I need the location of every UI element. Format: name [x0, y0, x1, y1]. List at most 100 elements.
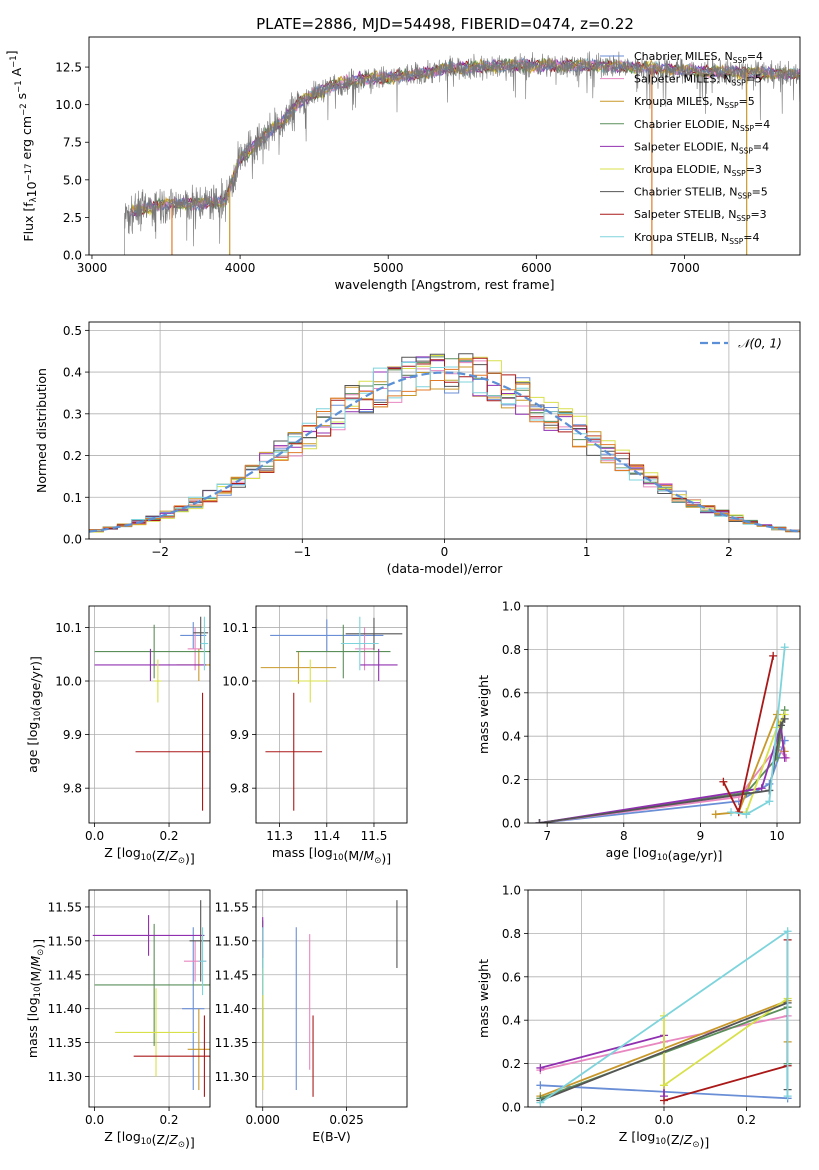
plot-area — [124, 51, 800, 255]
y-tick-label: 0.0 — [63, 533, 82, 547]
y-axis-label: age [log10(age/yr)] — [25, 656, 43, 773]
x-tick-label: −1 — [293, 545, 311, 559]
legend-entry: Chabrier STELIB, NSSP=5 — [634, 186, 768, 201]
x-axis-label: Z [log10(Z/Z⊙)] — [104, 845, 194, 866]
normal-curve — [89, 371, 800, 533]
x-tick-label: 0.025 — [329, 1113, 363, 1127]
y-tick-label: 11.35 — [215, 1036, 249, 1050]
errorbar-point-k_stelib — [340, 616, 379, 671]
x-tick-label: 10 — [769, 829, 784, 843]
axes-frame — [255, 605, 408, 824]
y-tick-label: 11.40 — [215, 1002, 249, 1016]
x-tick-label: 0.2 — [159, 1113, 178, 1127]
plot-area — [260, 616, 403, 811]
y-tick-label: 11.35 — [48, 1036, 82, 1050]
mass-weight-marker — [536, 1063, 545, 1072]
x-tick-label: 6000 — [521, 261, 552, 275]
y-tick-label: 0.8 — [502, 927, 521, 941]
legend-entry: Kroupa ELODIE, NSSP=3 — [634, 163, 762, 178]
mass-weight-line-s_elodie — [539, 725, 786, 823]
errorbar-point-k_elodie — [115, 988, 197, 1077]
y-tick-label: 0.0 — [502, 1101, 521, 1115]
y-tick-label: 7.5 — [63, 136, 82, 150]
x-tick-label: 0.0 — [85, 1113, 104, 1127]
x-tick-label: 7000 — [669, 261, 700, 275]
errorbar-point-c_miles — [182, 927, 205, 1091]
axes-frame — [88, 36, 801, 256]
errorbar-point-c_stelib — [345, 617, 403, 650]
plot-area — [535, 643, 791, 823]
x-tick-label: 11.4 — [313, 829, 340, 843]
y-axis-label: mass weight — [476, 675, 491, 754]
errorbar-point-s_miles — [355, 627, 374, 671]
x-tick-label: 11.3 — [266, 829, 293, 843]
y-tick-label: 0.0 — [63, 249, 82, 263]
mass-weight-marker — [536, 1098, 545, 1107]
y-axis-label: Normed distribution — [34, 368, 49, 493]
y-tick-label: 0.6 — [502, 970, 521, 984]
mass-weight-marker — [660, 1081, 668, 1090]
x-axis-label: age [log10(age/yr)] — [606, 845, 723, 863]
y-tick-label: 0.6 — [502, 686, 521, 700]
panel-age_vs_Z: 0.0 0.2 9.8 9.9 10.0 10.1 Z [log10(Z/Z⊙)] age [… — [25, 605, 211, 866]
panel-mass_vs_ebv: 0.000 0.025 11.30 11.35 11.40 11.45 11.50 11.55… — [215, 889, 408, 1144]
axes-frame — [527, 605, 801, 824]
mass-weight-line-c_miles — [539, 740, 786, 823]
x-tick-label: 4000 — [225, 261, 256, 275]
y-tick-label: 0.0 — [502, 817, 521, 831]
mass-weight-marker — [711, 810, 720, 819]
errorbar-point-c_miles — [270, 619, 384, 652]
y-tick-label: 11.30 — [215, 1070, 249, 1084]
mass-weight-marker — [780, 753, 789, 762]
errorbar-point-k_elodie — [291, 659, 330, 703]
errorbar-point-k_miles — [260, 651, 337, 684]
y-tick-label: 10.1 — [222, 621, 249, 635]
legend-entry: Chabrier ELODIE, NSSP=4 — [634, 118, 770, 133]
mass-weight-marker — [535, 819, 544, 823]
spectrum-data — [124, 51, 800, 255]
y-tick-label: 11.55 — [48, 900, 82, 914]
y-tick-label: 10.1 — [55, 621, 82, 635]
errorbar-point-s_elodie — [359, 648, 398, 682]
y-tick-label: 5.0 — [63, 173, 82, 187]
panel-age_vs_mass: 11.3 11.4 11.5 9.8 9.9 10.0 10.1 mass [log10(M/… — [222, 605, 408, 866]
y-tick-label: 0.5 — [63, 324, 82, 338]
errorbar-point-c_stelib — [189, 900, 210, 982]
plot-area — [262, 900, 398, 1097]
errorbar-point-s_stelib — [133, 1015, 210, 1097]
errorbar-point-s_miles — [187, 627, 203, 671]
errorbar-point-c_elodie — [296, 624, 391, 679]
y-tick-label: 10.0 — [55, 675, 82, 689]
axes-frame — [255, 889, 408, 1108]
plot-area — [92, 900, 210, 1097]
y-tick-label: 0.1 — [63, 491, 82, 505]
x-axis-label: wavelength [Angstrom, rest frame] — [334, 277, 554, 292]
y-tick-label: 0.3 — [63, 407, 82, 421]
legend-entry: Salpeter STELIB, NSSP=3 — [634, 208, 767, 223]
errorbar-point-c_miles — [180, 622, 207, 649]
axes-frame — [527, 889, 801, 1108]
residual-histogram-orange — [89, 358, 800, 539]
legend-entry: Kroupa STELIB, NSSP=4 — [634, 231, 759, 246]
plot-area — [94, 616, 210, 811]
panels: 3000 4000 5000 6000 70000.02.55.07.510.012.5… — [4, 36, 801, 1150]
y-tick-label: 11.55 — [215, 900, 249, 914]
panel-residuals: −2 −1 0 1 2 0.0 0.1 0.2 0.3 0.4 0.5 (data-model)/er… — [34, 321, 801, 576]
y-tick-label: 11.40 — [48, 1002, 82, 1016]
mass-weight-marker — [776, 721, 785, 730]
mass-weight-line-k_stelib — [730, 647, 786, 816]
errorbar-point-k_stelib — [198, 927, 207, 996]
y-tick-label: 10.0 — [55, 98, 82, 112]
errorbar-point-s_elodie — [92, 915, 205, 956]
x-axis-label: Z [log10(Z/Z⊙)] — [619, 1129, 709, 1150]
axes-frame — [88, 889, 211, 1108]
errorbar-point-c_elodie — [94, 624, 210, 679]
mass-weight-marker — [660, 1096, 668, 1105]
y-tick-label: 9.8 — [230, 782, 249, 796]
errorbar-point-k_elodie — [154, 659, 162, 703]
y-tick-label: 9.9 — [230, 728, 249, 742]
axes-frame — [88, 605, 211, 824]
y-axis-label: Flux [fλ10−17 erg cm−2 s−1 A−1] — [4, 50, 39, 241]
legend-entry: Salpeter ELODIE, NSSP=4 — [634, 140, 769, 155]
